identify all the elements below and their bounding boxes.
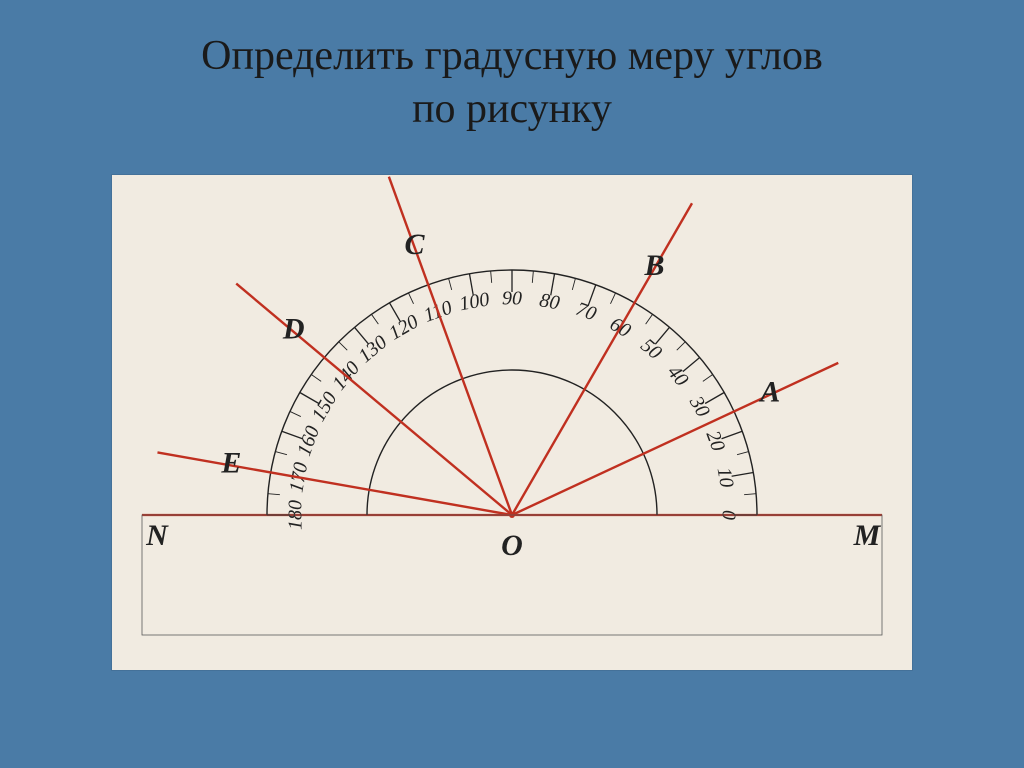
tick-minor <box>737 452 749 455</box>
tick-minor <box>449 278 452 290</box>
tick-minor <box>290 411 301 416</box>
tick-label-90: 90 <box>502 288 522 310</box>
arc-inner <box>367 370 657 515</box>
tick-label-20: 20 <box>702 428 730 454</box>
label-A: A <box>758 375 780 408</box>
label-E: E <box>220 446 241 479</box>
tick-minor <box>491 271 492 283</box>
label-O: O <box>501 529 523 562</box>
label-M: M <box>853 519 882 552</box>
label-B: B <box>643 249 664 282</box>
slide: Определить градусную меру углов по рисун… <box>0 0 1024 768</box>
tick-minor <box>268 494 280 495</box>
tick-minor <box>339 342 347 350</box>
tick-label-40: 40 <box>663 361 693 390</box>
tick-minor <box>677 342 685 350</box>
tick-label-30: 30 <box>684 392 714 421</box>
tick-minor <box>703 374 713 381</box>
tick-minor <box>646 314 653 324</box>
tick-label-10: 10 <box>713 466 738 490</box>
title-line-2: по рисунку <box>412 86 612 132</box>
protractor-svg: 0102030405060708090100110120130140150160… <box>112 175 912 670</box>
label-D: D <box>282 313 305 346</box>
tick-minor <box>371 314 378 324</box>
tick-label-100: 100 <box>458 288 491 315</box>
ray-E <box>157 452 512 515</box>
tick-label-50: 50 <box>636 334 665 364</box>
title-line-1: Определить градусную меру углов <box>201 33 823 79</box>
tick-label-150: 150 <box>308 388 342 425</box>
tick-label-80: 80 <box>538 289 562 314</box>
tick-minor <box>532 271 533 283</box>
tick-label-70: 70 <box>573 298 599 326</box>
tick-label-130: 130 <box>354 331 391 367</box>
tick-label-160: 160 <box>293 423 324 459</box>
label-N: N <box>145 519 169 552</box>
tick-label-120: 120 <box>385 311 422 345</box>
slide-title: Определить градусную меру углов по рисун… <box>0 0 1024 135</box>
tick-minor <box>408 293 413 304</box>
protractor-figure: 0102030405060708090100110120130140150160… <box>112 175 912 670</box>
ray-B <box>512 203 692 515</box>
tick-minor <box>275 452 287 455</box>
tick-minor <box>744 494 756 495</box>
tick-minor <box>572 278 575 290</box>
label-C: C <box>405 228 426 261</box>
tick-minor <box>610 293 615 304</box>
tick-minor <box>311 374 321 381</box>
